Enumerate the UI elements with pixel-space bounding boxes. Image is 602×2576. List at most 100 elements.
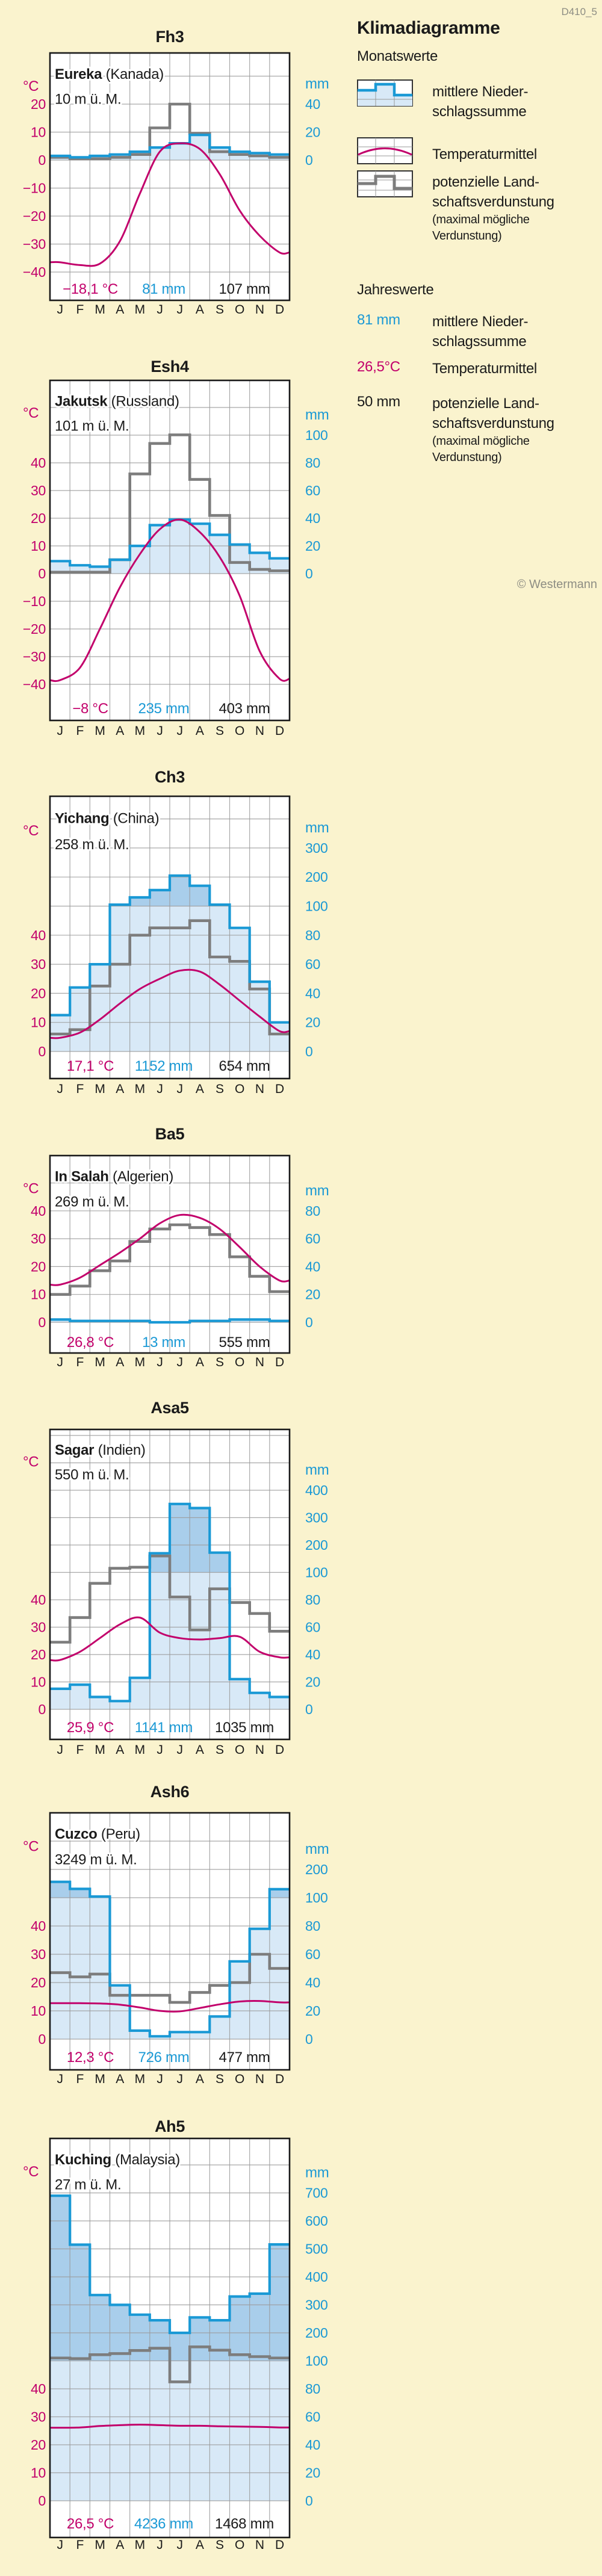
- annual-evaporation-label: potenzielle Land- schaftsverdunstung (ma…: [432, 395, 554, 464]
- temp-axis-tick: 0: [39, 1044, 46, 1059]
- month-label: S: [216, 303, 224, 317]
- month-label: M: [95, 724, 105, 738]
- mm-axis-tick: 200: [305, 869, 327, 885]
- month-label: S: [216, 2538, 224, 2552]
- month-label: F: [76, 1082, 84, 1096]
- chart-title: Ah5: [155, 2117, 185, 2135]
- temp-axis-tick: 0: [39, 2493, 46, 2509]
- precipitation-line: [50, 1880, 290, 2038]
- month-label: J: [176, 2538, 182, 2552]
- mm-axis-unit: mm: [305, 1841, 329, 1857]
- temp-axis-tick: 0: [39, 1314, 46, 1330]
- mm-axis-tick: 300: [305, 1510, 327, 1526]
- temperature-line: [49, 142, 290, 267]
- station-elevation: 27 m ü. M.: [55, 2177, 121, 2193]
- temperature-line: [49, 1213, 290, 1286]
- temp-axis-tick: −40: [23, 677, 46, 692]
- month-label: F: [76, 2538, 84, 2552]
- temp-axis-tick: −20: [23, 621, 46, 637]
- annual-evaporation: 477 mm: [219, 2049, 270, 2066]
- temp-axis-tick: 0: [39, 152, 46, 168]
- month-label: N: [255, 724, 264, 738]
- temp-axis-tick: 20: [31, 1259, 46, 1274]
- mm-axis-unit: mm: [305, 76, 329, 92]
- mm-axis-tick: 0: [305, 1314, 313, 1330]
- temp-axis-tick: 30: [31, 2409, 46, 2425]
- legend-evaporation-label: potenzielle Land- schaftsverdunstung (ma…: [432, 174, 554, 243]
- month-label: N: [255, 1355, 264, 1369]
- month-label: A: [196, 2538, 204, 2552]
- month-label: M: [95, 1355, 105, 1369]
- temp-axis-tick: 40: [31, 1592, 46, 1608]
- month-label: M: [135, 724, 145, 738]
- temperature-line: [49, 518, 290, 683]
- station-elevation: 3249 m ü. M.: [55, 1852, 137, 1868]
- month-label: J: [57, 1743, 63, 1757]
- month-label: A: [116, 303, 124, 317]
- annual-temperature: 12,3 °C: [67, 2049, 114, 2066]
- temp-axis-tick: −10: [23, 181, 46, 196]
- mm-axis-tick: 0: [305, 2493, 313, 2509]
- copyright: © Westermann: [517, 578, 597, 591]
- climate-chart-Ba5: In Salah (Algerien) 269 m ü. M. 40 30 20 10 0 8…: [23, 1125, 329, 1369]
- annual-precipitation: 13 mm: [142, 1334, 185, 1351]
- temp-axis-tick: 40: [31, 1203, 46, 1219]
- mm-axis-tick: 0: [305, 1701, 313, 1717]
- annual-evaporation: 1468 mm: [215, 2516, 274, 2532]
- mm-axis-unit: mm: [305, 1462, 329, 1478]
- temp-axis-unit: °C: [23, 823, 39, 839]
- month-label: J: [57, 303, 63, 317]
- mm-axis-tick: 60: [305, 2409, 320, 2425]
- month-label: M: [135, 2538, 145, 2552]
- month-label: A: [196, 1082, 204, 1096]
- month-label: J: [176, 303, 182, 317]
- mm-axis-tick: 40: [305, 1975, 320, 1990]
- mm-axis-tick: 20: [305, 538, 320, 554]
- station-name: Yichang (China): [55, 810, 159, 826]
- precipitation-swatch-icon: [357, 79, 413, 107]
- station-name: In Salah (Algerien): [55, 1169, 173, 1185]
- mm-axis-tick: 700: [305, 2185, 327, 2201]
- temp-axis-tick: 20: [31, 985, 46, 1001]
- mm-axis-tick: 40: [305, 1647, 320, 1662]
- station-elevation: 550 m ü. M.: [55, 1467, 129, 1483]
- mm-axis-unit: mm: [305, 407, 329, 423]
- map-code: D410_5: [561, 6, 597, 17]
- temp-axis-tick: 20: [31, 96, 46, 112]
- month-label: S: [216, 2072, 224, 2086]
- evaporation-line: [50, 1952, 290, 2004]
- temperature-line: [49, 2423, 290, 2429]
- temp-axis-tick: 10: [31, 538, 46, 554]
- annual-precipitation: 1141 mm: [135, 1720, 193, 1736]
- month-label: D: [275, 2072, 284, 2086]
- temp-axis-tick: 20: [31, 1647, 46, 1662]
- month-label: O: [235, 2538, 244, 2552]
- annual-evaporation: 1035 mm: [215, 1720, 274, 1736]
- temp-axis-tick: −40: [23, 264, 46, 280]
- month-label: A: [196, 303, 204, 317]
- temp-axis-tick: −20: [23, 208, 46, 224]
- temp-axis-tick: 0: [39, 566, 46, 581]
- temp-axis-tick: 30: [31, 1231, 46, 1246]
- mm-axis-tick: 600: [305, 2213, 327, 2229]
- station-name: Eureka (Kanada): [55, 66, 164, 82]
- month-label: J: [157, 724, 163, 738]
- month-label: J: [57, 2538, 63, 2552]
- mm-axis-tick: 200: [305, 1862, 327, 1877]
- annual-evaporation: 403 mm: [219, 701, 270, 717]
- mm-axis-tick: 0: [305, 1044, 313, 1059]
- month-label: N: [255, 303, 264, 317]
- mm-axis-tick: 500: [305, 2241, 327, 2257]
- annual-evaporation-value: 50 mm: [357, 394, 400, 410]
- legend-annual-title: Jahreswerte: [357, 282, 434, 298]
- temp-axis-tick: 30: [31, 483, 46, 498]
- mm-axis-tick: 40: [305, 1259, 320, 1274]
- temp-axis-tick: 0: [39, 2031, 46, 2047]
- temp-axis-tick: 30: [31, 1946, 46, 1962]
- chart-title: Asa5: [150, 1399, 189, 1417]
- mm-axis-tick: 20: [305, 1674, 320, 1690]
- annual-precipitation: 726 mm: [138, 2049, 190, 2066]
- mm-axis-tick: 60: [305, 483, 320, 498]
- month-label: J: [157, 1082, 163, 1096]
- month-label: M: [135, 303, 145, 317]
